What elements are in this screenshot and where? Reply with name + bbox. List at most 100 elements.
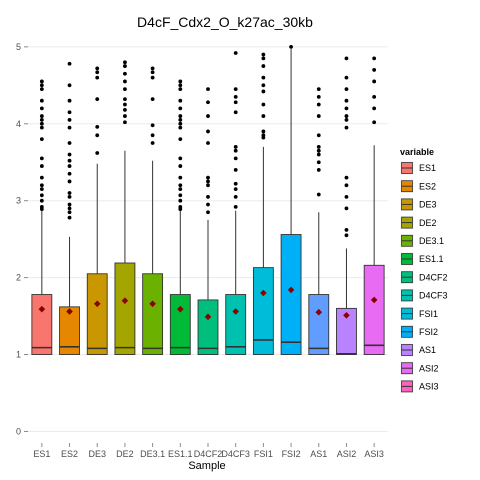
outlier-point	[67, 141, 72, 145]
box-body	[142, 273, 164, 355]
outlier-point	[261, 83, 266, 88]
mean-marker	[121, 297, 129, 304]
legend-title: variable	[400, 147, 434, 157]
y-axis: 0 1 2 3 4 5	[16, 42, 28, 436]
box-asi2	[336, 56, 357, 355]
legend-item: ES1.1	[399, 251, 444, 267]
outlier-point	[178, 175, 183, 180]
mean-marker	[204, 313, 212, 321]
mean-marker	[93, 300, 101, 308]
legend-item: D4CF2	[399, 269, 448, 285]
outlier-point	[178, 187, 183, 192]
legend-label: AS1	[419, 345, 436, 355]
outlier-point	[150, 123, 155, 128]
outlier-point	[261, 75, 266, 80]
outlier-point	[178, 83, 183, 88]
outlier-point	[178, 164, 183, 168]
box-de2	[114, 60, 136, 355]
outlier-point	[344, 75, 349, 80]
outlier-point	[67, 202, 72, 207]
outlier-point	[178, 87, 183, 92]
outlier-point	[178, 156, 183, 161]
box-body	[308, 294, 330, 355]
outlier-point	[67, 158, 72, 163]
mean-marker	[177, 305, 184, 313]
box-body	[114, 262, 136, 355]
plot-area	[31, 44, 385, 355]
outlier-point	[95, 75, 100, 80]
outlier-point	[123, 71, 127, 76]
outlier-point	[67, 61, 72, 66]
outlier-point	[289, 44, 293, 49]
legend-item: DE3.1	[399, 233, 444, 249]
outlier-point	[178, 193, 183, 198]
legend-item: ASI2	[399, 360, 439, 376]
mean-marker	[260, 289, 267, 297]
mean-marker	[370, 296, 378, 304]
outlier-point	[316, 102, 321, 107]
outlier-point	[39, 98, 44, 103]
legend-item: AS1	[399, 342, 436, 358]
x-tick-label: DE2	[116, 449, 134, 459]
outlier-point	[206, 129, 210, 134]
chart-title: D4cF_Cdx2_O_k27ac_30kb	[137, 14, 313, 30]
y-tick-label: 0	[16, 426, 21, 436]
outlier-point	[123, 108, 127, 112]
outlier-point	[67, 206, 72, 211]
legend-label: FSI2	[419, 327, 438, 337]
legend-item: D4CF3	[399, 287, 448, 303]
outlier-point	[67, 179, 72, 184]
outlier-point	[233, 156, 238, 161]
box-body	[86, 273, 108, 355]
outlier-point	[123, 97, 127, 102]
outlier-point	[233, 144, 238, 149]
outlier-point	[316, 144, 321, 149]
outlier-point	[67, 152, 72, 157]
box-asi3	[363, 56, 385, 355]
y-tick-label: 4	[16, 119, 21, 129]
outlier-point	[123, 120, 127, 125]
outlier-point	[261, 52, 266, 57]
box-d4cf3	[225, 51, 247, 355]
outlier-point	[178, 125, 183, 130]
outlier-point	[261, 64, 266, 68]
x-tick-label: ASI3	[364, 449, 384, 459]
legend: variable ES1 ES2 DE3 DE2 DE3.1 ES1.1 D4CF2 D4CF…	[399, 147, 448, 394]
outlier-point	[372, 94, 377, 99]
outlier-point	[39, 156, 44, 161]
x-axis-title: Sample	[188, 460, 225, 472]
outlier-point	[372, 106, 377, 111]
outlier-point	[39, 164, 44, 168]
outlier-point	[233, 100, 238, 105]
outlier-point	[233, 181, 238, 186]
outlier-point	[123, 64, 127, 68]
legend-label: DE3	[419, 200, 437, 210]
x-tick-label: ES1	[33, 449, 50, 459]
outlier-point	[344, 98, 349, 103]
outlier-point	[372, 68, 377, 72]
outlier-point	[178, 137, 183, 142]
outlier-point	[67, 210, 72, 215]
outlier-point	[39, 137, 44, 142]
x-tick-label: FSI1	[254, 449, 273, 459]
outlier-point	[95, 133, 100, 138]
outlier-point	[206, 194, 210, 199]
outlier-point	[344, 194, 349, 199]
outlier-point	[67, 98, 72, 103]
box-body	[363, 264, 385, 355]
outlier-point	[316, 168, 321, 172]
legend-label: ES1	[419, 163, 436, 173]
outlier-point	[261, 114, 266, 118]
legend-item: ASI3	[399, 378, 439, 394]
outlier-point	[150, 75, 155, 80]
outlier-point	[95, 124, 100, 129]
legend-item: FSI2	[399, 324, 438, 340]
outlier-point	[39, 87, 44, 92]
outlier-point	[39, 125, 44, 130]
outlier-point	[150, 133, 155, 138]
legend-item: ES1	[399, 160, 436, 176]
outlier-point	[39, 106, 44, 111]
legend-item: DE2	[399, 215, 437, 231]
outlier-point	[206, 183, 210, 188]
